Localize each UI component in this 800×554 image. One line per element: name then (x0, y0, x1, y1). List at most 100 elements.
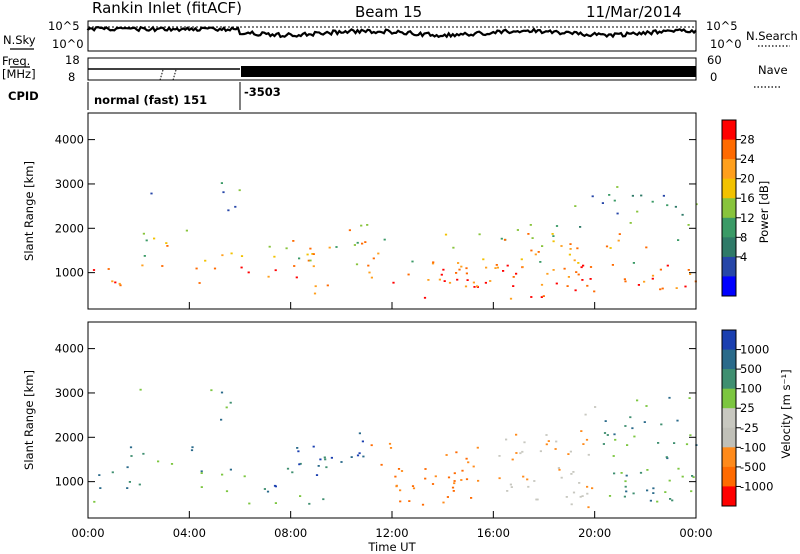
heatmap-cell (618, 233, 621, 235)
heatmap-cell (614, 438, 617, 441)
heatmap-cell (576, 247, 579, 250)
velocity-colorbar: 1000 500 100 25 -25 -100 -500 -1000 (721, 329, 773, 507)
heatmap-cell (464, 285, 468, 288)
date-title: 11/Mar/2014 (586, 3, 682, 21)
heatmap-cell (574, 289, 577, 292)
heatmap-cell (594, 406, 597, 408)
heatmap-cell (372, 257, 375, 260)
heatmap-cell (440, 273, 443, 276)
heatmap-cell (380, 463, 383, 466)
heatmap-cell (563, 267, 566, 270)
colorbar-tick-label: 20 (740, 172, 755, 186)
cpid-label: CPID (8, 89, 39, 103)
heatmap-cell (691, 475, 694, 477)
heatmap-cell (362, 455, 365, 458)
heatmap-cell (451, 486, 455, 489)
heatmap-cell (657, 442, 660, 444)
heatmap-cell (652, 487, 655, 490)
heatmap-cell (656, 500, 659, 503)
y-tick-label: 2000 (55, 430, 84, 444)
heatmap-cell (453, 472, 456, 475)
heatmap-cell (651, 274, 655, 277)
heatmap-cell (613, 199, 616, 202)
heatmap-cell (424, 477, 427, 480)
heatmap-cell (161, 265, 164, 267)
heatmap-cell (689, 434, 692, 437)
heatmap-cell (604, 420, 607, 422)
heatmap-cell (142, 232, 145, 235)
y-tick-label: 1000 (55, 475, 84, 489)
heatmap-cell (291, 471, 294, 474)
heatmap-cell (613, 472, 616, 475)
heatmap-cell (632, 492, 635, 495)
heatmap-cell (213, 267, 217, 270)
heatmap-cell (625, 474, 628, 477)
heatmap-cell (358, 452, 361, 455)
nsky-trace (86, 25, 697, 39)
colorbar-tick-label: 25 (740, 401, 755, 415)
heatmap-cell (579, 226, 582, 228)
heatmap-cell (325, 466, 328, 469)
heatmap-cell (130, 455, 133, 457)
cpid-segment-1: normal (fast) 151 (94, 93, 207, 107)
heatmap-cell (671, 499, 674, 502)
heatmap-cell (624, 280, 627, 283)
heatmap-cell (200, 486, 203, 488)
heatmap-cell (687, 224, 690, 226)
heatmap-cell (609, 247, 612, 249)
heatmap-cell (292, 240, 295, 242)
heatmap-cell (527, 233, 530, 235)
heatmap-cell (114, 281, 117, 284)
heatmap-cell (485, 266, 488, 269)
heatmap-cell (456, 278, 459, 281)
heatmap-cell (542, 295, 545, 297)
heatmap-cell (472, 465, 475, 468)
nsearch-tick-bottom: 10^0 (710, 37, 742, 51)
heatmap-cell (509, 483, 512, 486)
x-tick-label: 00:00 (71, 526, 104, 540)
heatmap-cell (267, 275, 270, 278)
heatmap-cell (453, 482, 456, 485)
heatmap-cell (617, 239, 620, 242)
heatmap-cell (677, 467, 680, 470)
heatmap-cell (309, 247, 312, 250)
heatmap-cell (692, 476, 695, 478)
heatmap-cell (185, 229, 188, 232)
heatmap-cell (586, 485, 589, 488)
heatmap-cell (323, 456, 326, 459)
heatmap-cell (551, 233, 554, 235)
heatmap-cell (229, 401, 232, 404)
heatmap-cell (612, 455, 615, 457)
x-tick-label: 12:00 (375, 526, 408, 540)
heatmap-cell (340, 461, 343, 463)
heatmap-cell (510, 486, 513, 488)
heatmap-cell (473, 286, 476, 288)
nsky-label: N.Sky (3, 33, 36, 47)
heatmap-cell (142, 452, 145, 455)
heatmap-cell (535, 498, 538, 501)
heatmap-cell (605, 245, 609, 248)
heatmap-cell (361, 242, 364, 245)
heatmap-cell (388, 442, 392, 445)
heatmap-cell (591, 195, 594, 198)
colorbar-tick-label: 8 (740, 230, 747, 244)
heatmap-cell (555, 282, 558, 285)
heatmap-cell (526, 478, 529, 481)
heatmap-cell (573, 259, 576, 262)
heatmap-cell (533, 480, 536, 482)
heatmap-cell (484, 281, 487, 284)
nsearch-tick-top: 10^5 (706, 19, 738, 33)
heatmap-cell (93, 500, 96, 503)
heatmap-cell (555, 440, 558, 443)
heatmap-cell (545, 443, 548, 446)
heatmap-cell (143, 255, 146, 257)
heatmap-cell (412, 487, 416, 490)
y-tick-label: 3000 (55, 386, 84, 400)
heatmap-cell (411, 485, 415, 487)
heatmap-cell (603, 432, 607, 434)
heatmap-cell (322, 498, 325, 501)
heatmap-cell (539, 261, 542, 263)
heatmap-cell (447, 476, 451, 479)
heatmap-cell (314, 285, 317, 288)
heatmap-cell (221, 473, 224, 476)
